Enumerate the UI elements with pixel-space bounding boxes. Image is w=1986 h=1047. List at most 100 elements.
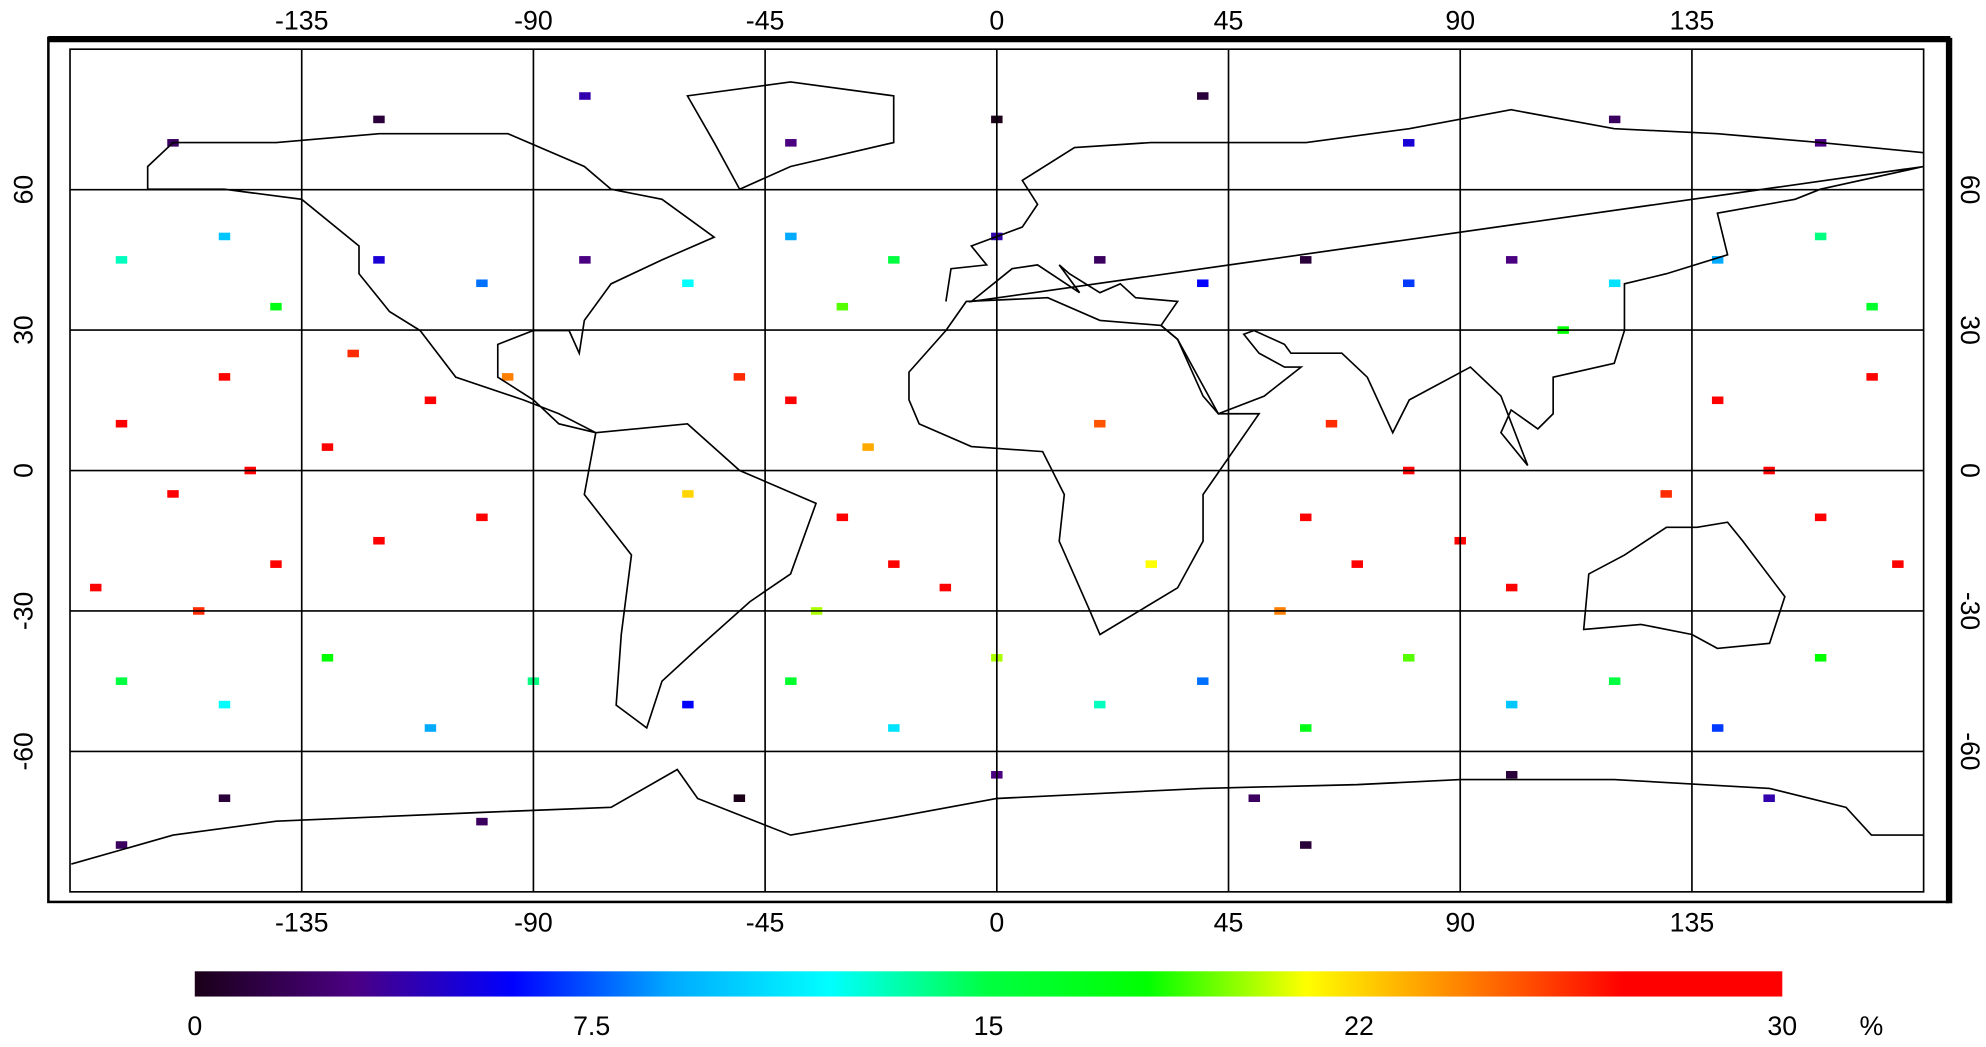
x-tick-label: 0 bbox=[989, 908, 1004, 938]
data-point bbox=[1300, 513, 1312, 522]
data-point bbox=[785, 139, 797, 147]
coastline bbox=[686, 81, 895, 191]
data-point bbox=[1711, 396, 1724, 405]
data-point bbox=[1505, 256, 1518, 264]
y-tick-label-right: 0 bbox=[1955, 463, 1985, 478]
data-point bbox=[1300, 724, 1312, 732]
data-point bbox=[321, 653, 334, 662]
coastlines bbox=[71, 81, 1924, 865]
data-point bbox=[1814, 232, 1827, 241]
data-point bbox=[682, 700, 694, 709]
data-point bbox=[1094, 419, 1106, 428]
data-point bbox=[1608, 677, 1621, 685]
data-point bbox=[1505, 583, 1518, 592]
y-tick-label: 0 bbox=[8, 463, 38, 478]
coastline bbox=[945, 108, 1924, 466]
data-point bbox=[1300, 841, 1312, 849]
data-point bbox=[1197, 279, 1209, 288]
data-point bbox=[167, 490, 179, 498]
x-tick-label: 90 bbox=[1445, 908, 1475, 938]
data-point bbox=[836, 513, 849, 522]
data-point bbox=[373, 256, 385, 264]
data-point bbox=[1351, 560, 1363, 568]
data-point bbox=[115, 256, 128, 264]
data-point bbox=[1505, 771, 1518, 779]
data-point bbox=[1300, 256, 1312, 264]
data-point bbox=[218, 373, 231, 381]
colorbar-tick-label: 30 bbox=[1767, 1011, 1797, 1041]
colorbar-unit: % bbox=[1860, 1011, 1884, 1041]
data-point bbox=[1814, 513, 1827, 522]
data-point bbox=[1866, 373, 1878, 381]
data-point bbox=[476, 513, 488, 522]
data-point bbox=[1866, 302, 1878, 311]
data-point bbox=[373, 115, 385, 124]
x-tick-label-top: 90 bbox=[1445, 6, 1475, 36]
data-point bbox=[115, 419, 128, 428]
data-point bbox=[1403, 653, 1415, 662]
data-point bbox=[888, 724, 900, 732]
x-tick-label: 135 bbox=[1670, 908, 1715, 938]
x-tick-label-top: 45 bbox=[1214, 6, 1244, 36]
y-tick-label-right: -30 bbox=[1955, 592, 1985, 630]
data-point bbox=[501, 373, 514, 381]
data-point bbox=[579, 92, 591, 100]
y-tick-label: -30 bbox=[8, 592, 38, 630]
data-point bbox=[785, 396, 797, 405]
data-point bbox=[115, 677, 128, 685]
data-point bbox=[682, 490, 694, 498]
y-tick-label-right: 30 bbox=[1955, 315, 1985, 344]
data-point bbox=[270, 302, 282, 311]
y-tick-label-right: 60 bbox=[1955, 175, 1985, 204]
data-point bbox=[862, 443, 874, 451]
x-tick-label-top: -90 bbox=[514, 6, 553, 36]
data-point bbox=[373, 536, 385, 545]
data-point bbox=[1711, 256, 1724, 264]
colorbar-tick-label: 22 bbox=[1344, 1011, 1374, 1041]
data-point bbox=[1403, 139, 1415, 147]
data-point bbox=[218, 700, 231, 709]
colorbar-tick-label: 15 bbox=[974, 1011, 1004, 1041]
data-point bbox=[579, 256, 591, 264]
data-point bbox=[218, 232, 231, 241]
coastline bbox=[71, 768, 1924, 865]
data-point bbox=[424, 396, 437, 405]
data-point bbox=[1814, 653, 1827, 662]
data-point bbox=[1505, 700, 1518, 709]
y-tick-label: -60 bbox=[8, 732, 38, 770]
data-point bbox=[1325, 419, 1338, 428]
data-point bbox=[1248, 794, 1260, 802]
data-point bbox=[836, 302, 849, 311]
data-point bbox=[1608, 279, 1621, 288]
data-point bbox=[785, 232, 797, 241]
x-tick-label: -135 bbox=[275, 908, 329, 938]
data-point bbox=[733, 794, 746, 802]
colorbar-tick-label: 0 bbox=[187, 1011, 202, 1041]
data-point bbox=[733, 373, 746, 381]
data-point bbox=[115, 841, 128, 849]
data-point bbox=[424, 724, 437, 732]
data-point bbox=[1094, 256, 1106, 264]
data-point bbox=[218, 794, 231, 802]
x-tick-label-top: -135 bbox=[275, 6, 329, 36]
coastline bbox=[908, 296, 1261, 636]
data-point bbox=[939, 583, 952, 592]
coastline bbox=[583, 422, 818, 730]
coastline bbox=[146, 132, 716, 434]
y-tick-label-right: -60 bbox=[1955, 732, 1985, 770]
data-point bbox=[888, 560, 900, 568]
data-point bbox=[1197, 677, 1209, 685]
colorbar bbox=[194, 971, 1783, 997]
data-point bbox=[321, 443, 334, 451]
data-point bbox=[1892, 560, 1904, 568]
y-tick-label: 60 bbox=[8, 175, 38, 204]
data-point bbox=[682, 279, 694, 288]
data-point bbox=[270, 560, 282, 568]
data-point bbox=[1094, 700, 1106, 709]
x-tick-label: -45 bbox=[746, 908, 785, 938]
colorbar-tick-label: 7.5 bbox=[573, 1011, 610, 1041]
x-tick-label: -90 bbox=[514, 908, 553, 938]
x-tick-label-top: -45 bbox=[746, 6, 785, 36]
